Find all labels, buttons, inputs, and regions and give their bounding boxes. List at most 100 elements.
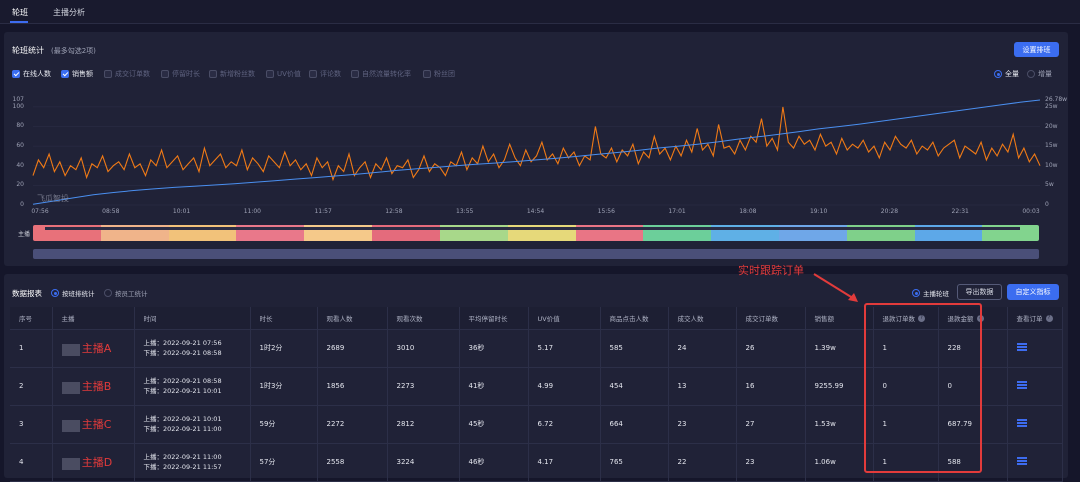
start-time: 上播：2022-09-21 07:56 bbox=[143, 339, 222, 347]
y-left-tick: 80 bbox=[16, 122, 24, 130]
y-left-tick: 100 bbox=[12, 102, 24, 110]
col-duration: 时长 bbox=[250, 307, 318, 330]
cell-orders: 16 bbox=[736, 367, 806, 406]
checkbox-icon bbox=[209, 70, 217, 78]
x-tick: 11:00 bbox=[243, 208, 261, 215]
y-right-tick: 0 bbox=[1045, 201, 1049, 208]
help-icon[interactable]: ? bbox=[1045, 315, 1053, 323]
report-title: 数据报表 bbox=[12, 289, 42, 298]
cell-uv: 4.17 bbox=[528, 443, 601, 482]
table-row: 1 主播A 上播：2022-09-21 07:56 下播：2022-09-21 0… bbox=[10, 329, 1063, 368]
radio-by-employee[interactable]: 按员工统计 bbox=[104, 288, 148, 298]
col-label: 查看订单 bbox=[1016, 314, 1043, 323]
cell-duration: 1时3分 bbox=[250, 367, 318, 406]
timeline-scrollbar[interactable] bbox=[33, 249, 1039, 259]
tab-anchor-analysis[interactable]: 主播分析 bbox=[53, 8, 85, 17]
cell-avg-stay: 41秒 bbox=[459, 367, 529, 406]
line-chart bbox=[32, 99, 1041, 206]
cell-index: 4 bbox=[10, 443, 53, 482]
cell-time: 上播：2022-09-21 11:00 下播：2022-09-21 11:57 bbox=[134, 443, 251, 482]
cell-views: 3224 bbox=[387, 443, 460, 482]
mode-increment-radio[interactable]: 增量 bbox=[1027, 69, 1052, 79]
cell-buyers: 13 bbox=[668, 367, 737, 406]
export-button[interactable]: 导出数据 bbox=[957, 284, 1002, 300]
order-list-icon[interactable] bbox=[1016, 343, 1027, 351]
radio-anchor-shift[interactable]: 主播轮班 bbox=[912, 288, 949, 298]
cell-avg-stay: 45秒 bbox=[459, 405, 529, 444]
metric-fanclub-checkbox[interactable]: 粉丝团 bbox=[423, 69, 455, 79]
col-anchor: 主播 bbox=[52, 307, 135, 330]
metric-stay-checkbox[interactable]: 停留时长 bbox=[161, 69, 200, 79]
x-tick: 13:55 bbox=[456, 208, 474, 215]
col-index: 序号 bbox=[10, 307, 53, 330]
custom-metrics-button[interactable]: 自定义指标 bbox=[1007, 284, 1059, 300]
anchor-name: 主播D bbox=[81, 456, 113, 469]
cell-avg-stay: 46秒 bbox=[459, 443, 529, 482]
metric-conversion-checkbox[interactable]: 自然流量转化率 bbox=[351, 69, 411, 79]
order-list-icon[interactable] bbox=[1016, 419, 1027, 427]
checkbox-icon bbox=[266, 70, 274, 78]
checkbox-icon bbox=[309, 70, 317, 78]
col-uv: UV价值 bbox=[528, 307, 601, 330]
cell-sales: 1.39w bbox=[805, 329, 874, 368]
cell-viewers: 2272 bbox=[317, 405, 388, 444]
anchor-name: 主播B bbox=[81, 380, 112, 393]
y-left-tick: 40 bbox=[16, 161, 24, 169]
x-tick: 20:28 bbox=[880, 208, 899, 215]
checkbox-icon bbox=[161, 70, 169, 78]
x-tick: 17:01 bbox=[668, 208, 686, 215]
col-refund-amount: 退款金额? bbox=[938, 307, 1008, 330]
y-right-tick: 5w bbox=[1045, 181, 1054, 189]
y-right-tick: 26.78w bbox=[1045, 96, 1068, 103]
metric-fans-checkbox[interactable]: 新增粉丝数 bbox=[209, 69, 255, 79]
y-right-tick: 20w bbox=[1045, 122, 1058, 130]
radio-label: 增量 bbox=[1038, 70, 1052, 78]
radio-label: 按员工统计 bbox=[115, 290, 148, 298]
col-avg-stay: 平均停留时长 bbox=[459, 307, 529, 330]
y-left-tick: 107 bbox=[12, 96, 24, 103]
top-tab-bar bbox=[0, 0, 1080, 24]
x-tick: 14:54 bbox=[526, 208, 545, 215]
y-left-tick: 0 bbox=[20, 201, 24, 208]
cell-sales: 1.53w bbox=[805, 405, 874, 444]
y-left-tick: 20 bbox=[16, 181, 24, 189]
x-tick: 15:56 bbox=[597, 208, 615, 215]
col-time: 时间 bbox=[134, 307, 251, 330]
checkbox-icon bbox=[423, 70, 431, 78]
col-sales: 销售额 bbox=[805, 307, 874, 330]
metric-uv-checkbox[interactable]: UV价值 bbox=[266, 69, 301, 79]
cell-anchor: 主播D bbox=[52, 443, 135, 482]
cell-refund-amount: 588 bbox=[938, 443, 1008, 482]
mode-full-radio[interactable]: 全量 bbox=[994, 69, 1019, 79]
cell-refund-orders: 1 bbox=[873, 405, 939, 444]
x-tick: 10:01 bbox=[172, 208, 191, 215]
col-label: 退款订单数 bbox=[882, 314, 916, 323]
cell-uv: 5.17 bbox=[528, 329, 601, 368]
x-tick: 07:56 bbox=[31, 208, 49, 215]
order-list-icon[interactable] bbox=[1016, 457, 1027, 465]
table-row: 3 主播C 上播：2022-09-21 10:01 下播：2022-09-21 1… bbox=[10, 405, 1063, 444]
y-right-tick: 10w bbox=[1045, 161, 1058, 169]
metric-label: 自然流量转化率 bbox=[362, 70, 411, 78]
metric-sales-checkbox[interactable]: 销售额 bbox=[61, 69, 93, 79]
metric-online-checkbox[interactable]: 在线人数 bbox=[12, 69, 51, 79]
x-tick: 00:03 bbox=[1022, 208, 1040, 215]
blurred-avatar bbox=[61, 458, 80, 470]
start-time: 上播：2022-09-21 10:01 bbox=[143, 415, 222, 423]
help-icon[interactable]: ? bbox=[918, 315, 925, 323]
order-list-icon[interactable] bbox=[1016, 381, 1027, 389]
end-time: 下播：2022-09-21 11:57 bbox=[143, 463, 222, 471]
start-time: 上播：2022-09-21 11:00 bbox=[143, 453, 222, 461]
cell-views: 2273 bbox=[387, 367, 460, 406]
blurred-avatar bbox=[61, 344, 80, 356]
cell-index: 1 bbox=[10, 329, 53, 368]
cell-clicks: 765 bbox=[600, 443, 669, 482]
metric-orders-checkbox[interactable]: 成交订单数 bbox=[104, 69, 150, 79]
cell-viewers: 1856 bbox=[317, 367, 388, 406]
col-views: 观看次数 bbox=[387, 307, 460, 330]
radio-label: 主播轮班 bbox=[923, 290, 949, 298]
tab-shift[interactable]: 轮班 bbox=[12, 8, 28, 17]
radio-by-shift[interactable]: 按班排统计 bbox=[51, 288, 95, 298]
settings-button[interactable]: 设置排班 bbox=[1014, 42, 1059, 57]
metric-comments-checkbox[interactable]: 评论数 bbox=[309, 69, 341, 79]
